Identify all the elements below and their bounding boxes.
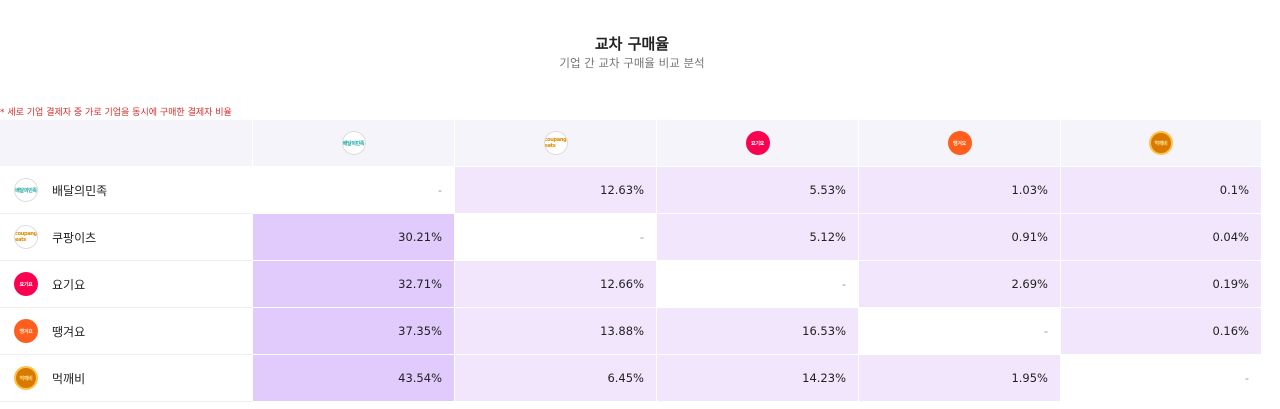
page-title: 교차 구매율 xyxy=(594,35,670,53)
row-label-yogiyo: 요기요 요기요 xyxy=(0,261,253,308)
col-header-baemin: 배달의민족 xyxy=(253,120,455,167)
table-cell: - xyxy=(859,308,1061,355)
coupang-eats-logo-icon: coupang eats xyxy=(543,131,568,155)
table-cell: 14.23% xyxy=(657,355,859,402)
table-cell: 0.1% xyxy=(1061,167,1262,214)
row-label-text: 먹깨비 xyxy=(52,371,86,386)
table-cell: 43.54% xyxy=(253,355,455,402)
row-label-meokkaebi: 먹깨비 먹깨비 xyxy=(0,355,253,402)
row-label-text: 요기요 xyxy=(52,277,86,292)
table-cell: 12.66% xyxy=(455,261,657,308)
yogiyo-logo-icon: 요기요 xyxy=(14,272,38,296)
cross-purchase-table: 배달의민족 coupang eats 요기요 땡겨요 먹깨비 배달의민족 배달의… xyxy=(0,120,1262,402)
table-cell: 0.19% xyxy=(1061,261,1262,308)
table-cell: 1.03% xyxy=(859,167,1061,214)
baemin-logo-icon: 배달의민족 xyxy=(341,131,366,155)
row-label-text: 쿠팡이츠 xyxy=(52,230,97,245)
table-cell: 12.63% xyxy=(455,167,657,214)
corner-cell xyxy=(0,120,253,167)
table-cell: - xyxy=(1061,355,1262,402)
ddanggyeoyo-logo-icon: 땡겨요 xyxy=(947,131,972,155)
row-label-text: 땡겨요 xyxy=(52,324,86,339)
row-label-baemin: 배달의민족 배달의민족 xyxy=(0,167,253,214)
table-cell: 37.35% xyxy=(253,308,455,355)
table-cell: 0.91% xyxy=(859,214,1061,261)
table-cell: 2.69% xyxy=(859,261,1061,308)
coupang-eats-logo-icon: coupang eats xyxy=(14,225,38,249)
table-cell: - xyxy=(657,261,859,308)
ddanggyeoyo-logo-icon: 땡겨요 xyxy=(14,319,38,343)
table-cell: 0.16% xyxy=(1061,308,1262,355)
col-header-ddanggyeoyo: 땡겨요 xyxy=(859,120,1061,167)
footnote: * 세로 기업 결제자 중 가로 기업을 동시에 구매한 결제자 비율 xyxy=(0,108,232,118)
table-cell: 6.45% xyxy=(455,355,657,402)
col-header-meokkaebi: 먹깨비 xyxy=(1061,120,1262,167)
meokkaebi-logo-icon: 먹깨비 xyxy=(14,366,38,390)
table-cell: 5.12% xyxy=(657,214,859,261)
table-cell: - xyxy=(253,167,455,214)
col-header-yogiyo: 요기요 xyxy=(657,120,859,167)
table-cell: - xyxy=(455,214,657,261)
table-cell: 30.21% xyxy=(253,214,455,261)
table-cell: 1.95% xyxy=(859,355,1061,402)
col-header-coupang-eats: coupang eats xyxy=(455,120,657,167)
yogiyo-logo-icon: 요기요 xyxy=(745,131,770,155)
table-cell: 32.71% xyxy=(253,261,455,308)
baemin-logo-icon: 배달의민족 xyxy=(14,178,38,202)
table-cell: 0.04% xyxy=(1061,214,1262,261)
table-cell: 5.53% xyxy=(657,167,859,214)
meokkaebi-logo-icon: 먹깨비 xyxy=(1149,131,1173,155)
table-cell: 13.88% xyxy=(455,308,657,355)
row-label-ddanggyeoyo: 땡겨요 땡겨요 xyxy=(0,308,253,355)
row-label-text: 배달의민족 xyxy=(52,183,108,198)
table-cell: 16.53% xyxy=(657,308,859,355)
page-subtitle: 기업 간 교차 구매율 비교 분석 xyxy=(559,56,705,70)
row-label-coupang-eats: coupang eats 쿠팡이츠 xyxy=(0,214,253,261)
